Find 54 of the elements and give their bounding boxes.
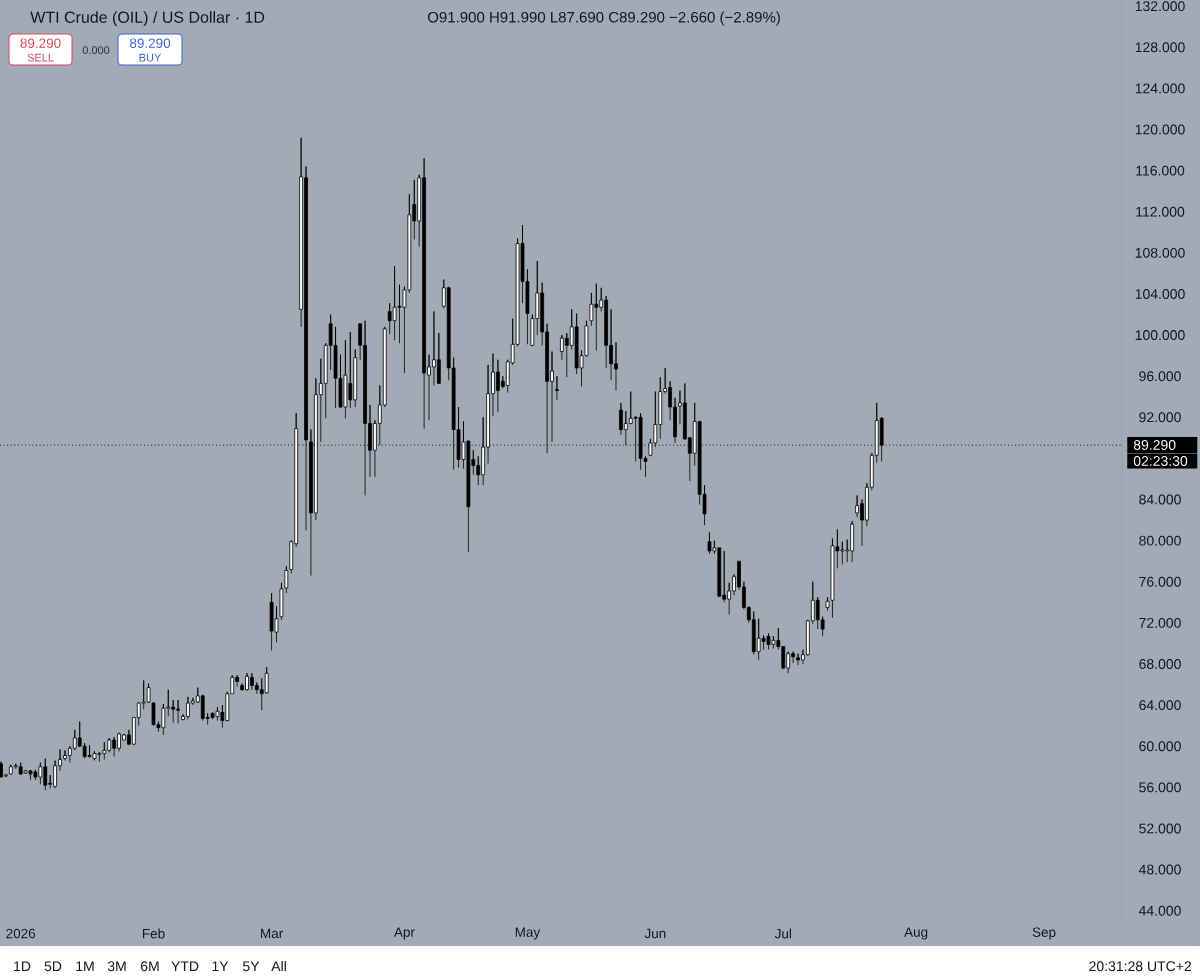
text: 6M <box>140 961 159 972</box>
y-tick-label: 56.000 <box>1139 782 1181 793</box>
text: YTD <box>171 961 199 972</box>
y-tick-label: 116.000 <box>1136 165 1185 176</box>
y-tick-label: 60.000 <box>1139 741 1181 752</box>
x-tick-label: Feb <box>142 928 165 939</box>
x-tick-label: May <box>515 927 541 940</box>
text: 5D <box>44 961 62 972</box>
annotation: 89.290 <box>20 38 61 48</box>
y-tick-label: 76.000 <box>1139 576 1181 587</box>
text: 20:31:28 UTC+2 <box>1089 961 1191 972</box>
y-tick-label: 128.000 <box>1135 42 1185 53</box>
y-tick-label: 112.000 <box>1136 206 1185 217</box>
x-tick-label: Sep <box>1032 927 1056 940</box>
text: 02:23:30 <box>1133 456 1188 466</box>
text: 1D <box>14 961 31 972</box>
y-tick-label: 100.000 <box>1135 330 1185 341</box>
y-tick-label: 104.000 <box>1135 289 1185 299</box>
x-tick-label: 2026 <box>6 928 36 939</box>
y-tick-label: 68.000 <box>1139 659 1181 669</box>
y-tick-label: 80.000 <box>1139 535 1181 546</box>
ref-line-label: 89.290 <box>1133 439 1176 450</box>
y-tick-label: 72.000 <box>1139 617 1181 628</box>
text: 1M <box>76 961 94 972</box>
y-tick-label: 124.000 <box>1135 83 1185 94</box>
y-tick-label: 64.000 <box>1139 700 1181 711</box>
annotation: 0.000 <box>82 46 110 55</box>
x-tick-label: Jul <box>774 928 791 939</box>
annotation: SELL <box>27 53 54 62</box>
y-tick-label: 132.000 <box>1135 1 1185 12</box>
y-tick-label: 52.000 <box>1139 823 1181 834</box>
candlestick <box>825 596 830 611</box>
text: WTI Crude (OIL) / US Dollar · 1D <box>30 11 265 27</box>
candlestick <box>279 582 284 621</box>
y-tick-label: 44.000 <box>1138 905 1181 916</box>
x-tick-label: Mar <box>261 928 283 939</box>
x-tick-label: Apr <box>393 927 415 940</box>
candlestick <box>284 565 289 594</box>
y-tick-label: 48.000 <box>1138 864 1181 875</box>
x-tick-label: Aug <box>904 927 928 940</box>
text: 3M <box>107 961 126 972</box>
annotation: BUY <box>139 53 162 62</box>
text: 1Y <box>212 961 229 972</box>
text: O91.900 H91.990 L87.690 C89.290 −2.660 (−2.89%) <box>427 11 780 26</box>
y-tick-label: 92.000 <box>1139 412 1181 423</box>
x-tick-label: Jun <box>644 928 666 939</box>
candlestick <box>555 375 559 401</box>
y-tick-label: 120.000 <box>1135 124 1185 135</box>
y-tick-label: 84.000 <box>1139 494 1181 505</box>
y-tick-label: 108.000 <box>1135 247 1185 258</box>
annotation: 89.290 <box>129 38 171 48</box>
text: All <box>271 960 286 972</box>
y-tick-label: 96.000 <box>1139 371 1181 382</box>
text: 5Y <box>243 961 260 972</box>
